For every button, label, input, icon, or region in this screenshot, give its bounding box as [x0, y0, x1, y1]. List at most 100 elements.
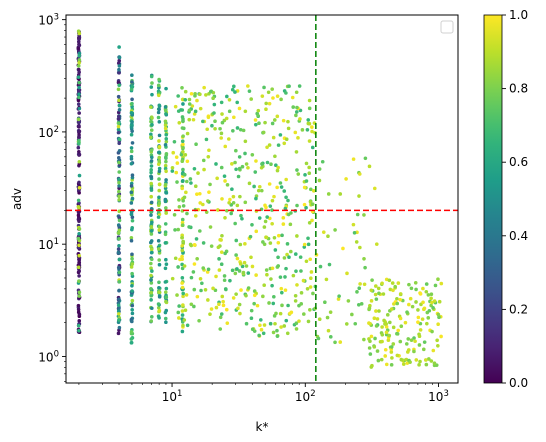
data-point: [224, 208, 229, 213]
data-point: [247, 181, 252, 186]
data-point: [76, 117, 81, 122]
data-point: [362, 337, 366, 342]
data-point: [377, 309, 381, 313]
data-point: [308, 257, 313, 262]
data-point: [149, 210, 153, 214]
data-point: [307, 106, 312, 111]
data-point: [192, 287, 197, 292]
data-point: [130, 97, 134, 102]
data-point: [299, 302, 304, 306]
data-point: [219, 312, 224, 316]
data-point: [417, 343, 422, 347]
data-point: [77, 294, 82, 298]
data-point: [173, 256, 178, 261]
data-point: [252, 184, 256, 189]
data-point: [164, 299, 168, 304]
data-point: [77, 123, 81, 128]
data-point: [181, 198, 185, 203]
data-point: [351, 157, 356, 161]
data-point: [77, 260, 81, 265]
data-point: [150, 81, 154, 85]
data-point: [150, 220, 154, 225]
data-point: [423, 358, 428, 362]
data-point: [193, 109, 198, 114]
data-point: [261, 240, 265, 244]
data-point: [150, 116, 154, 120]
data-point: [180, 313, 185, 317]
data-point: [164, 156, 168, 161]
data-point: [157, 201, 162, 206]
data-point: [177, 304, 181, 308]
data-point: [149, 266, 153, 271]
data-point: [234, 238, 239, 243]
data-point: [384, 362, 389, 367]
data-point: [174, 155, 179, 159]
data-point: [175, 180, 179, 184]
data-point: [195, 192, 199, 196]
data-point: [185, 179, 189, 184]
data-point: [76, 213, 81, 218]
data-point: [437, 299, 442, 304]
data-point: [265, 145, 269, 150]
data-point: [286, 126, 291, 131]
data-point: [219, 100, 224, 105]
data-point: [170, 276, 175, 281]
data-point: [273, 248, 278, 252]
data-point: [218, 126, 222, 131]
data-point: [224, 116, 229, 121]
data-point: [164, 211, 168, 215]
data-point: [116, 247, 121, 251]
data-point: [414, 358, 419, 362]
data-point: [210, 123, 214, 128]
data-point: [282, 141, 287, 146]
data-point: [297, 84, 302, 88]
data-point: [362, 282, 367, 287]
data-point: [156, 302, 161, 306]
data-point: [164, 206, 168, 210]
data-point: [227, 200, 231, 205]
data-point: [424, 362, 429, 367]
data-point: [181, 303, 185, 307]
data-point: [173, 104, 178, 109]
data-point: [198, 229, 202, 233]
data-point: [183, 97, 188, 102]
data-point: [164, 86, 168, 91]
data-point: [192, 304, 196, 309]
data-point: [279, 325, 283, 329]
data-point: [117, 243, 121, 248]
data-point: [426, 316, 431, 320]
data-point: [156, 305, 161, 310]
data-point: [149, 286, 153, 291]
data-point: [317, 178, 322, 183]
data-point: [281, 216, 286, 220]
data-point: [187, 102, 192, 106]
data-point: [182, 172, 187, 177]
data-point: [77, 191, 81, 195]
data-point: [129, 125, 134, 129]
data-point: [163, 105, 168, 109]
data-point: [236, 174, 241, 179]
data-point: [344, 322, 349, 326]
data-point: [278, 311, 283, 316]
data-point: [291, 105, 296, 109]
data-point: [254, 273, 258, 277]
data-point: [230, 87, 235, 92]
data-point: [77, 31, 82, 36]
data-point: [149, 168, 153, 172]
data-point: [157, 295, 162, 299]
data-point: [116, 223, 121, 227]
data-point: [379, 357, 384, 362]
data-point: [180, 85, 184, 90]
data-point: [372, 345, 377, 349]
data-point: [117, 103, 122, 108]
data-point: [164, 178, 168, 182]
data-point: [219, 165, 224, 170]
data-point: [395, 296, 399, 301]
data-point: [214, 162, 218, 166]
data-point: [391, 288, 395, 293]
data-point: [367, 321, 371, 325]
data-point: [261, 331, 266, 336]
data-point: [220, 112, 224, 116]
data-point: [201, 119, 205, 124]
data-point: [265, 272, 269, 277]
